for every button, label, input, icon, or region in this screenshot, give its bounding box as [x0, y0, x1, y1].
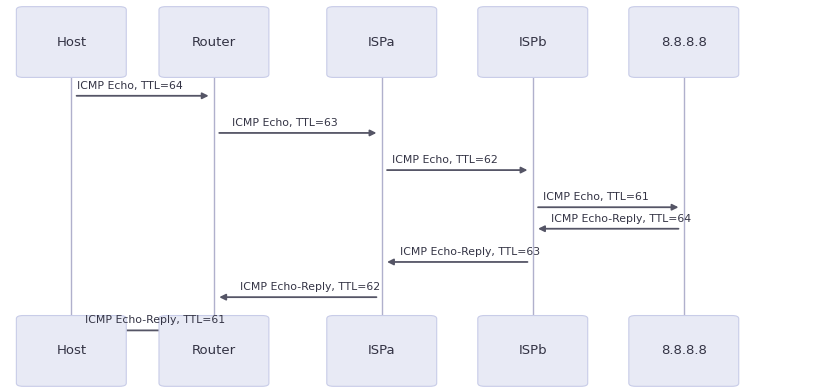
Text: ICMP Echo, TTL=64: ICMP Echo, TTL=64 [77, 81, 183, 91]
Text: ICMP Echo-Reply, TTL=63: ICMP Echo-Reply, TTL=63 [399, 247, 540, 257]
Text: ISPa: ISPa [368, 36, 395, 48]
FancyBboxPatch shape [478, 316, 587, 386]
FancyBboxPatch shape [628, 7, 738, 77]
Text: ICMP Echo-Reply, TTL=62: ICMP Echo-Reply, TTL=62 [240, 282, 381, 292]
FancyBboxPatch shape [478, 7, 587, 77]
Text: Host: Host [56, 344, 86, 357]
Text: ISPb: ISPb [519, 36, 547, 48]
Text: ISPa: ISPa [368, 344, 395, 357]
Text: Host: Host [56, 36, 86, 48]
FancyBboxPatch shape [628, 316, 738, 386]
Text: ICMP Echo, TTL=63: ICMP Echo, TTL=63 [232, 118, 338, 128]
Text: ICMP Echo, TTL=62: ICMP Echo, TTL=62 [392, 155, 498, 165]
Text: ISPb: ISPb [519, 344, 547, 357]
FancyBboxPatch shape [327, 7, 436, 77]
FancyBboxPatch shape [17, 316, 127, 386]
Text: ICMP Echo-Reply, TTL=61: ICMP Echo-Reply, TTL=61 [85, 315, 226, 325]
Text: ICMP Echo, TTL=61: ICMP Echo, TTL=61 [543, 192, 649, 202]
Text: ICMP Echo-Reply, TTL=64: ICMP Echo-Reply, TTL=64 [550, 213, 691, 224]
Text: Router: Router [192, 344, 236, 357]
FancyBboxPatch shape [17, 7, 127, 77]
Text: 8.8.8.8: 8.8.8.8 [661, 344, 706, 357]
FancyBboxPatch shape [159, 316, 268, 386]
Text: Router: Router [192, 36, 236, 48]
FancyBboxPatch shape [327, 316, 436, 386]
FancyBboxPatch shape [159, 7, 268, 77]
Text: 8.8.8.8: 8.8.8.8 [661, 36, 706, 48]
